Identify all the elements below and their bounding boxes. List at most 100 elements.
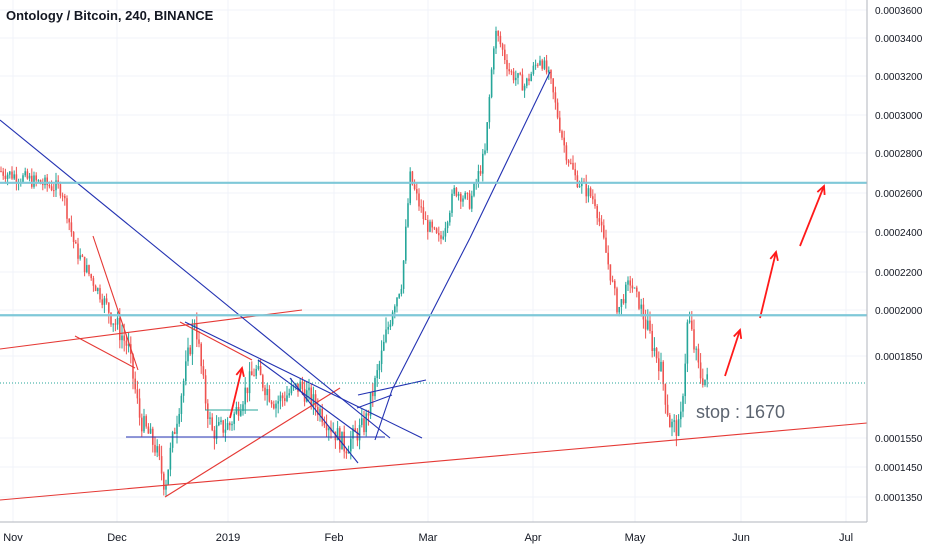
candle-body <box>691 320 693 330</box>
candle-body <box>464 192 466 199</box>
candle-body <box>119 317 121 341</box>
candle-body <box>266 389 268 396</box>
candle-body <box>343 431 345 452</box>
candle-body <box>486 122 488 151</box>
candle-body <box>497 30 499 36</box>
y-tick-label: 0.0002200 <box>875 268 923 279</box>
candle-body <box>534 64 537 66</box>
candle-body <box>165 484 167 490</box>
trend-line <box>0 119 391 439</box>
candle-body <box>53 190 55 192</box>
candle-body <box>13 174 15 179</box>
candle-body <box>521 74 524 91</box>
candle-body <box>72 232 75 243</box>
candle-body <box>680 411 682 420</box>
trend-line <box>257 359 361 436</box>
candle-body <box>556 102 559 118</box>
candle-body <box>523 85 526 91</box>
candle-body <box>143 416 145 432</box>
y-tick-label: 0.0002400 <box>875 228 923 239</box>
candle-body <box>702 378 704 385</box>
candle-body <box>675 420 678 436</box>
candle-body <box>431 221 433 228</box>
candle-body <box>317 407 319 415</box>
candle-body <box>229 423 231 426</box>
candle-body <box>358 424 361 441</box>
candle-body <box>402 260 405 289</box>
candle-body <box>61 195 64 197</box>
trend-line <box>0 422 868 501</box>
candle-body <box>275 403 277 409</box>
candle-body <box>112 323 114 325</box>
arrow-head <box>235 365 245 377</box>
candle-body <box>554 92 557 103</box>
candle-body <box>570 162 572 164</box>
candle-body <box>376 370 378 378</box>
x-tick-label: Feb <box>325 532 344 544</box>
candle-body <box>196 323 198 340</box>
candle-body <box>167 469 169 485</box>
candle-body <box>323 422 326 426</box>
candle-body <box>688 320 691 323</box>
candle-body <box>121 335 123 341</box>
candle-body <box>444 228 447 237</box>
candle-body <box>545 60 548 73</box>
candle-body <box>660 361 662 372</box>
y-tick-label: 0.0003600 <box>875 6 923 17</box>
candle-body <box>387 326 389 330</box>
candle-body <box>147 426 150 434</box>
candle-body <box>86 265 88 273</box>
candle-body <box>33 175 35 187</box>
candle-body <box>207 403 209 419</box>
candle-body <box>312 394 315 406</box>
arrow-head <box>769 249 779 261</box>
candle-body <box>299 381 301 392</box>
candle-body <box>706 374 708 380</box>
candle-body <box>270 401 273 405</box>
candle-body <box>101 299 103 305</box>
candle-body <box>46 177 48 186</box>
candle-body <box>200 343 202 367</box>
candle-body <box>517 73 519 78</box>
candle-body <box>28 175 31 179</box>
candle-body <box>400 288 403 294</box>
candle-body <box>365 413 367 433</box>
candle-body <box>79 255 81 259</box>
candle-body <box>233 413 235 424</box>
trend-line <box>289 377 359 464</box>
candle-body <box>191 326 194 355</box>
candle-body <box>240 410 242 416</box>
candle-body <box>510 71 513 73</box>
candle-body <box>66 198 68 219</box>
candle-body <box>279 395 282 402</box>
candle-body <box>204 375 207 404</box>
candle-body <box>253 375 255 377</box>
candle-body <box>352 428 354 439</box>
candle-body <box>528 78 530 82</box>
candle-body <box>658 358 660 372</box>
candle-body <box>90 274 92 279</box>
candle-body <box>631 285 634 289</box>
candle-body <box>259 366 262 376</box>
candle-body <box>462 198 464 202</box>
candle-body <box>614 280 616 289</box>
candle-body <box>286 395 288 402</box>
candle-body <box>609 264 612 281</box>
candle-body <box>501 44 504 50</box>
candle-body <box>629 280 631 286</box>
candles <box>0 26 708 496</box>
candle-body <box>288 393 290 396</box>
candle-body <box>598 218 601 222</box>
candle-body <box>600 221 603 226</box>
candle-body <box>26 171 29 179</box>
candle-body <box>290 385 293 394</box>
candle-body <box>695 348 697 350</box>
candle-body <box>64 195 66 199</box>
trend-line <box>357 379 427 396</box>
candle-body <box>684 363 686 397</box>
annotation-text: stop : 1670 <box>696 402 785 422</box>
candle-body <box>638 291 640 309</box>
candle-body <box>396 297 398 307</box>
arrow-shaft <box>724 329 741 377</box>
